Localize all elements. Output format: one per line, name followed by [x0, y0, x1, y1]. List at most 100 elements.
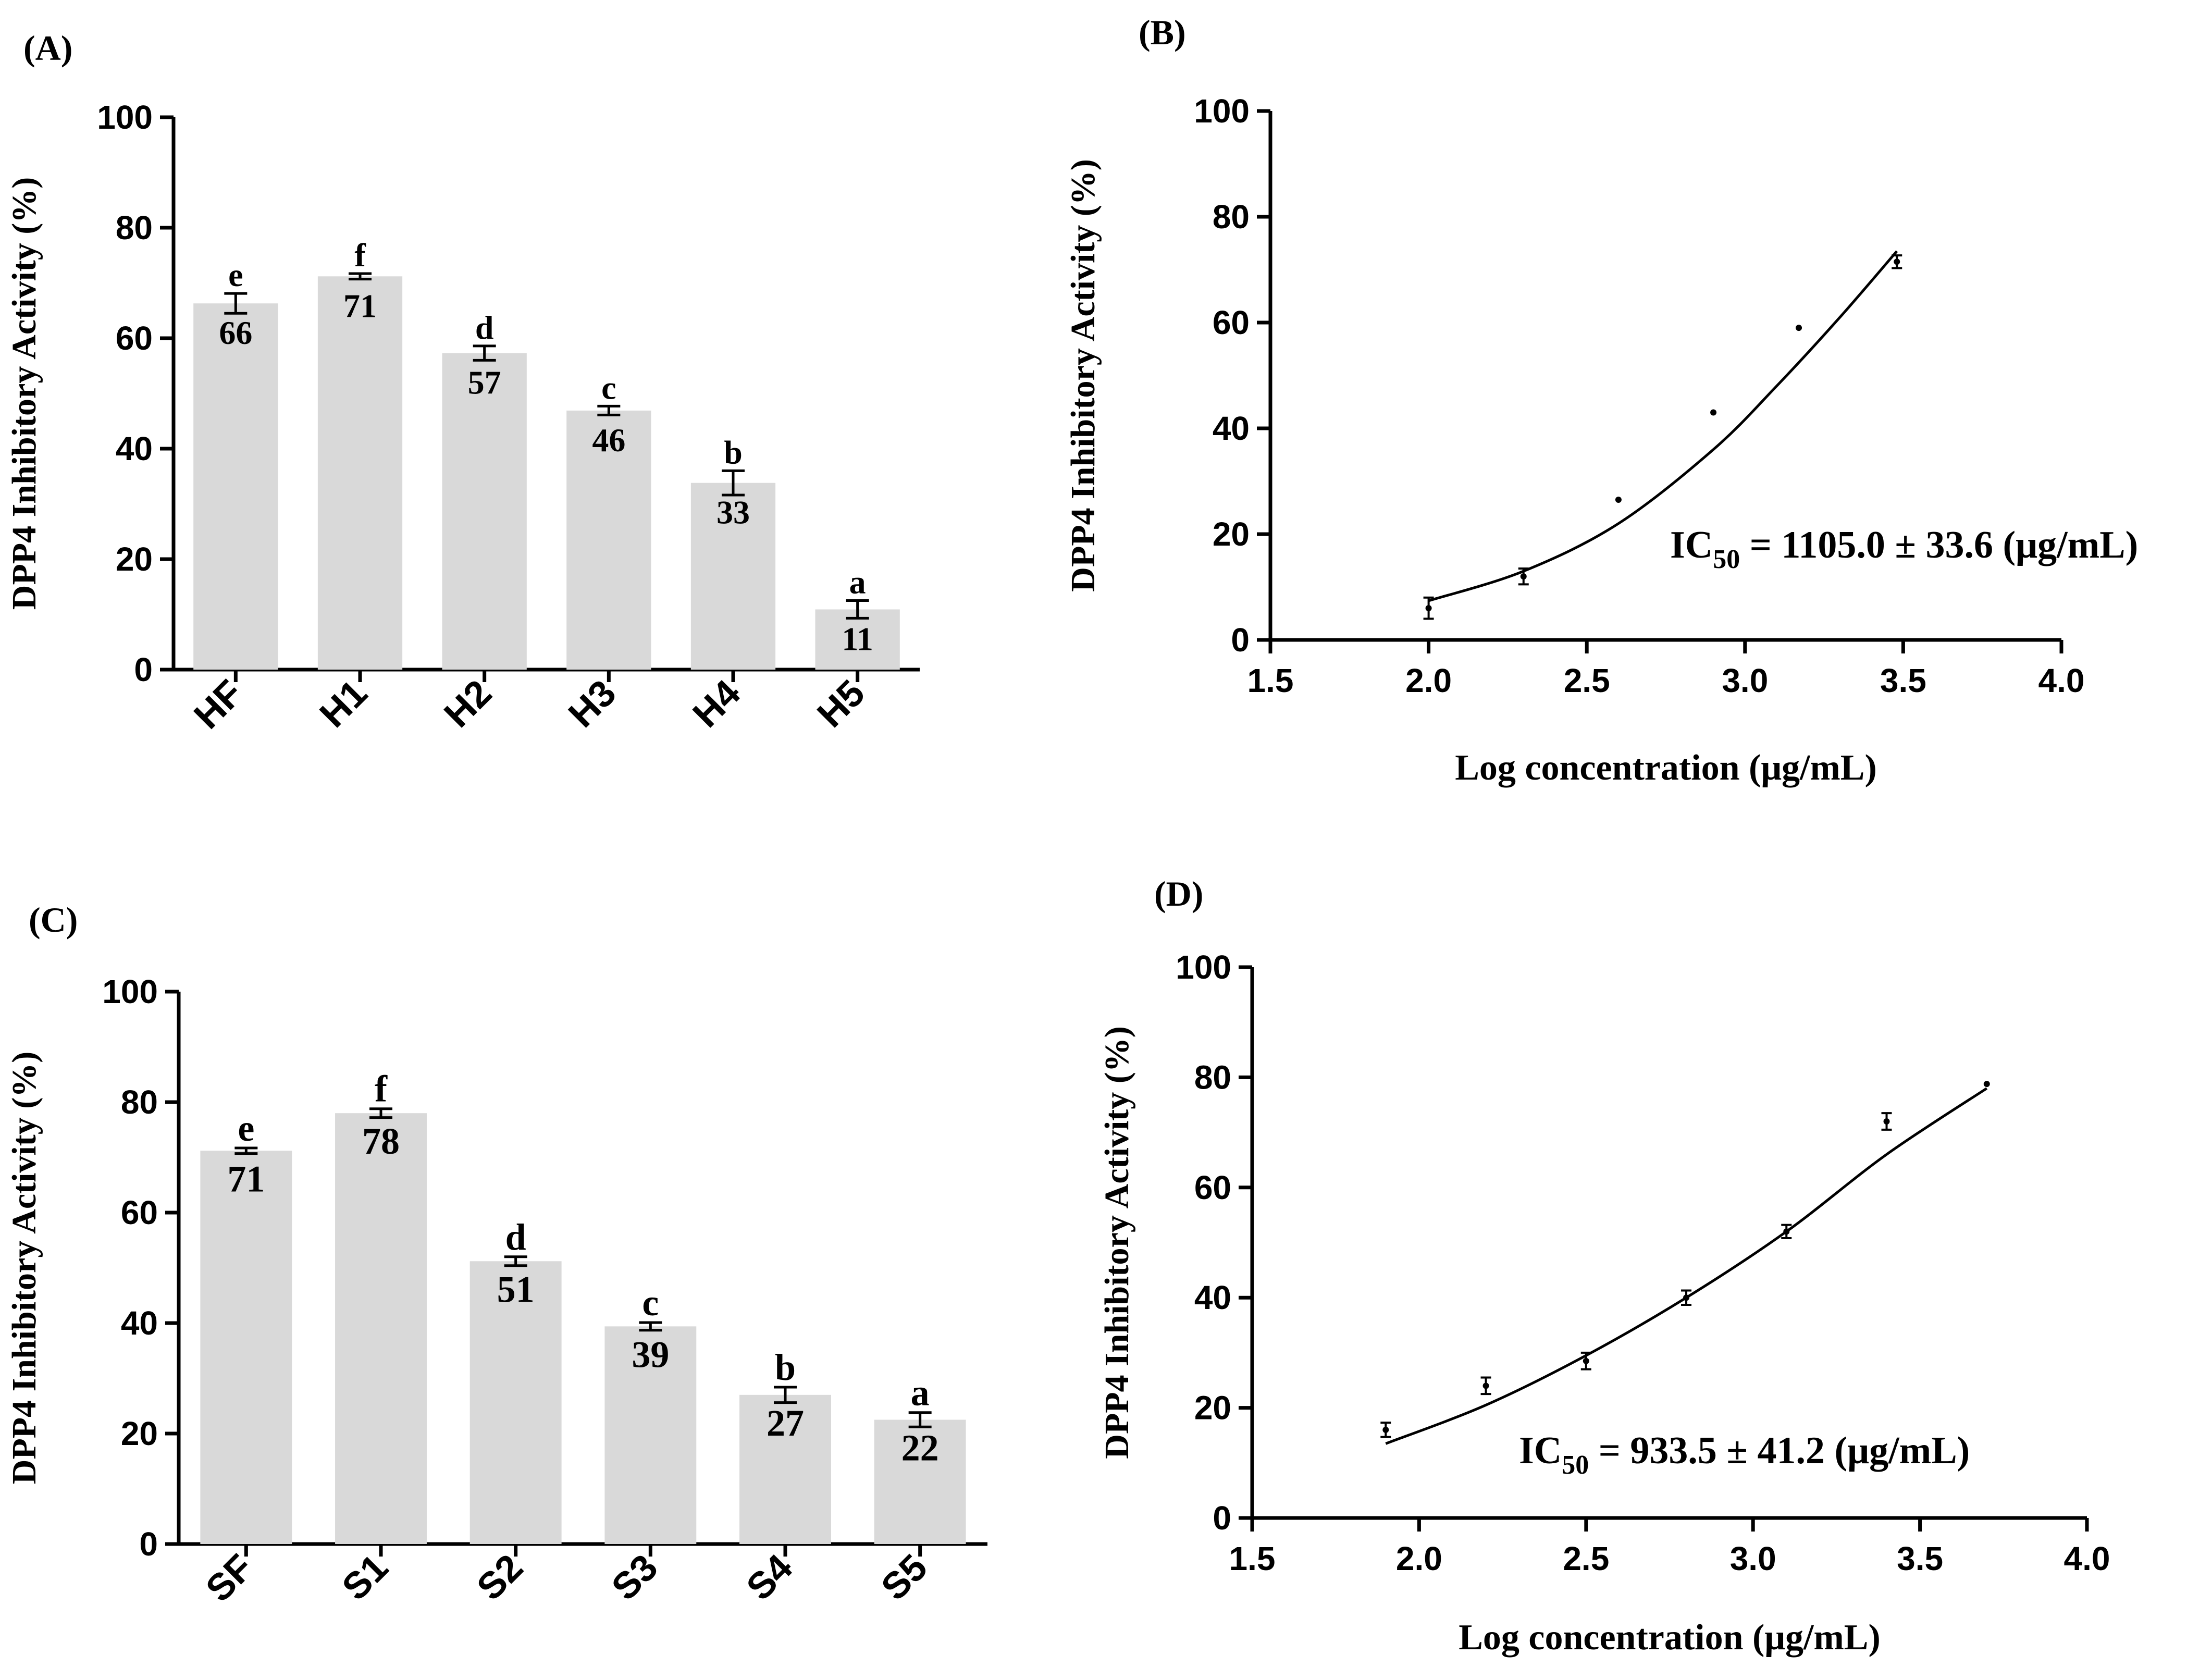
- data-point: [1683, 1294, 1690, 1301]
- x-tick-label: 3.5: [1880, 662, 1926, 699]
- significance-letter: c: [601, 369, 616, 406]
- y-tick-label: 0: [1231, 621, 1250, 659]
- bar-value-label: 39: [632, 1333, 669, 1375]
- x-axis-label: Log concentration (μg/mL): [1459, 1617, 1881, 1658]
- bar: [469, 1261, 562, 1544]
- significance-letter: d: [475, 309, 494, 346]
- x-category-label: H5: [809, 672, 873, 736]
- bar: [317, 276, 403, 670]
- ic50-subscript: 50: [1562, 1450, 1589, 1480]
- x-category-label: S1: [334, 1547, 396, 1609]
- bar: [690, 483, 776, 670]
- x-category-label: H3: [561, 672, 624, 736]
- bar: [566, 410, 651, 670]
- bar-value-label: 46: [592, 422, 625, 459]
- y-tick-label: 100: [1176, 948, 1231, 986]
- y-tick-label: 60: [121, 1194, 158, 1231]
- y-tick-label: 20: [121, 1415, 158, 1452]
- bar-value-label: 22: [901, 1427, 939, 1469]
- data-point: [1883, 1118, 1890, 1125]
- y-tick-label: 20: [1213, 515, 1250, 553]
- bar-value-label: 71: [227, 1158, 265, 1200]
- bar-value-label: 57: [468, 364, 501, 401]
- significance-letter: f: [354, 237, 366, 274]
- significance-letter: d: [505, 1216, 526, 1258]
- significance-letter: c: [642, 1282, 659, 1324]
- data-point: [1796, 325, 1802, 331]
- y-tick-label: 80: [121, 1083, 158, 1121]
- data-point: [1710, 409, 1717, 416]
- y-tick-label: 0: [134, 651, 153, 688]
- y-tick-label: 80: [116, 209, 153, 246]
- y-tick-label: 0: [139, 1525, 158, 1563]
- x-category-label: HF: [186, 672, 251, 737]
- ic50-annotation: IC50 = 1105.0 ± 33.6 (μg/mL): [1670, 524, 2138, 574]
- significance-letter: f: [375, 1068, 388, 1110]
- y-tick-label: 40: [1213, 410, 1250, 447]
- data-point: [1615, 497, 1622, 503]
- bar-value-label: 71: [343, 287, 377, 324]
- bar: [335, 1113, 427, 1544]
- y-axis-label: DPP4 Inhibitory Activity (%): [1064, 159, 1102, 591]
- ic50-value: = 933.5 ± 41.2 (μg/mL): [1589, 1429, 1970, 1472]
- data-point: [1520, 573, 1527, 580]
- significance-letter: a: [911, 1372, 930, 1414]
- bar: [604, 1326, 697, 1544]
- x-category-label: H1: [312, 672, 376, 736]
- bar: [442, 353, 527, 670]
- x-category-label: S5: [873, 1547, 935, 1609]
- panel-title: (D): [1154, 874, 1203, 913]
- y-tick-label: 60: [1213, 304, 1250, 341]
- x-tick-label: 2.0: [1405, 662, 1452, 699]
- bar-value-label: 51: [497, 1268, 535, 1310]
- x-tick-label: 1.5: [1229, 1540, 1276, 1577]
- ic50-value: = 1105.0 ± 33.6 (μg/mL): [1740, 524, 2138, 566]
- y-tick-label: 100: [102, 973, 158, 1010]
- y-tick-label: 20: [116, 540, 153, 578]
- ic50-subscript: 50: [1713, 545, 1740, 574]
- y-tick-label: 40: [121, 1304, 158, 1342]
- y-axis-label: DPP4 Inhibitory Activity (%): [5, 177, 43, 610]
- y-tick-label: 80: [1213, 198, 1250, 236]
- x-category-label: SF: [198, 1547, 262, 1610]
- y-tick-label: 20: [1194, 1389, 1231, 1427]
- x-axis-label: Log concentration (μg/mL): [1455, 748, 1877, 788]
- bar-value-label: 27: [767, 1402, 804, 1444]
- bar-value-label: 78: [362, 1120, 400, 1162]
- y-axis-label: DPP4 Inhibitory Activity (%): [1098, 1026, 1136, 1459]
- x-tick-label: 2.5: [1564, 662, 1610, 699]
- significance-letter: a: [849, 564, 866, 601]
- x-category-label: H4: [685, 672, 749, 736]
- significance-letter: e: [228, 256, 243, 293]
- ic50-lead: IC: [1670, 524, 1713, 566]
- data-point: [1783, 1228, 1790, 1235]
- bar-value-label: 11: [842, 620, 873, 657]
- data-point: [1983, 1081, 1990, 1088]
- y-tick-label: 100: [97, 98, 153, 136]
- x-tick-label: 3.0: [1730, 1540, 1776, 1577]
- x-category-label: S3: [604, 1547, 666, 1609]
- panel-c: (C) 0 20 40 60 80 100 DPP4 Inhibitory Activity …: [5, 900, 987, 1610]
- significance-letter: b: [724, 434, 743, 471]
- x-tick-label: 1.5: [1247, 662, 1294, 699]
- y-tick-label: 80: [1194, 1058, 1231, 1096]
- x-tick-label: 2.5: [1563, 1540, 1609, 1577]
- x-category-label: H2: [436, 672, 500, 736]
- panel-b: (B) 0 20 40 60 80 100 DPP4 Inhibitory Activity …: [1064, 13, 2138, 788]
- y-tick-label: 60: [116, 319, 153, 357]
- bar: [874, 1419, 966, 1544]
- x-tick-label: 3.0: [1722, 662, 1768, 699]
- panel-a: (A) 0 20 40 60 80 100 DPP4 Inhibitory Activity …: [5, 28, 920, 737]
- y-tick-label: 40: [116, 430, 153, 467]
- x-tick-label: 2.0: [1396, 1540, 1442, 1577]
- x-tick-label: 3.5: [1897, 1540, 1943, 1577]
- y-tick-label: 40: [1194, 1279, 1231, 1316]
- fit-curve: [1385, 1087, 1988, 1445]
- data-point: [1425, 605, 1432, 612]
- panel-title: (B): [1139, 13, 1186, 52]
- y-tick-label: 0: [1213, 1499, 1231, 1537]
- x-category-label: S4: [738, 1547, 800, 1609]
- significance-letter: e: [238, 1107, 254, 1149]
- data-point: [1382, 1426, 1389, 1433]
